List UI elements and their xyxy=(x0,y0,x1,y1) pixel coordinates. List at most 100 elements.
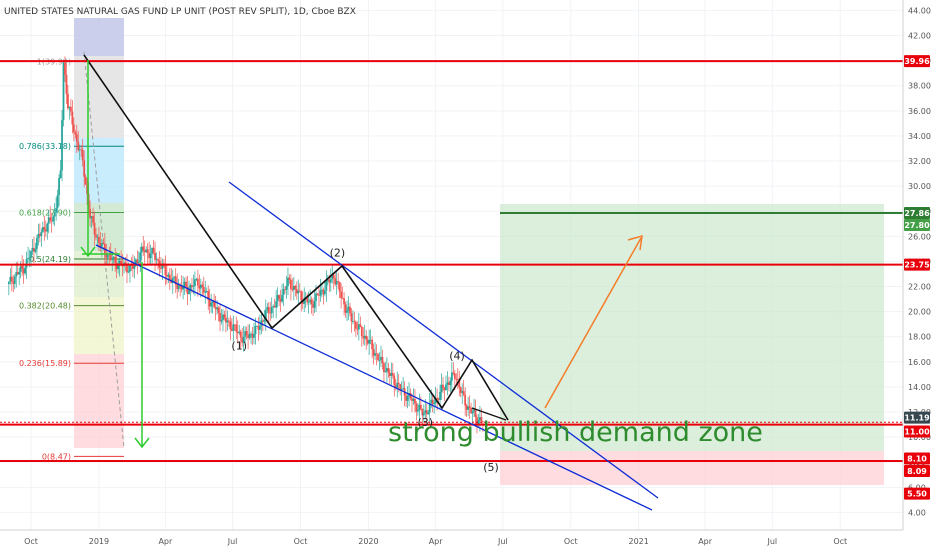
candle-body xyxy=(198,285,201,289)
candle-body xyxy=(315,293,317,301)
candle-body xyxy=(137,262,140,264)
candle-body xyxy=(222,314,224,320)
x-tick-label: Oct xyxy=(564,537,578,546)
candle-body xyxy=(372,349,375,356)
candle-body xyxy=(24,267,27,274)
candle-body xyxy=(359,324,362,327)
candle-body xyxy=(146,249,149,253)
candle-body xyxy=(182,286,185,290)
y-tick-label: 30.00 xyxy=(908,182,931,191)
candle-body xyxy=(254,326,257,334)
candle-body xyxy=(143,250,146,253)
candle-body xyxy=(227,320,230,322)
channel-upper-line xyxy=(228,181,659,499)
candle-body xyxy=(473,409,475,412)
candle-body xyxy=(461,391,464,393)
candle-body xyxy=(434,397,437,404)
x-axis: Oct 2019 Apr Jul Oct 2020 Apr Jul Oct 2021 Apr Jul O… xyxy=(24,537,847,546)
candle-body xyxy=(260,320,263,326)
candle-body xyxy=(226,320,229,323)
candle-body xyxy=(424,410,427,413)
candle-body xyxy=(414,398,416,404)
candle-body xyxy=(176,284,179,289)
candle-body xyxy=(328,279,331,283)
candle-body xyxy=(390,373,393,376)
candle-body xyxy=(409,392,412,399)
candle-body xyxy=(388,372,391,376)
candle-body xyxy=(189,285,192,291)
candle-body xyxy=(405,395,407,401)
candle-body xyxy=(448,382,450,386)
candle-body xyxy=(56,195,59,209)
candle-body xyxy=(152,247,155,253)
fib-label: 0.786(33.18) xyxy=(19,142,71,151)
candle-body xyxy=(365,335,368,340)
candle-body xyxy=(67,93,69,109)
candle-body xyxy=(69,106,72,112)
candle-body xyxy=(232,324,235,331)
candle-body xyxy=(47,217,50,224)
candle-body xyxy=(145,249,148,253)
fib-label: 0(8.47) xyxy=(42,452,71,461)
candle-body xyxy=(346,310,348,313)
candle-body xyxy=(417,409,419,412)
candle-body xyxy=(468,406,471,409)
candle-body xyxy=(188,290,190,295)
candle-body xyxy=(33,247,35,252)
candle-body xyxy=(9,276,12,282)
price-badge-label: 5.50 xyxy=(907,490,927,499)
candle-body xyxy=(127,271,130,273)
candle-body xyxy=(77,141,80,150)
candle-body xyxy=(229,321,232,330)
candle-body xyxy=(431,399,434,405)
candle-body xyxy=(356,328,359,330)
candle-body xyxy=(19,266,22,272)
candle-body xyxy=(397,382,400,385)
candle-body xyxy=(400,389,403,391)
candle-body xyxy=(13,276,16,284)
candle-body xyxy=(109,254,112,260)
candle-body xyxy=(165,275,168,277)
candle-body xyxy=(65,74,68,94)
green-arrowhead-2 xyxy=(134,437,150,449)
candle-body xyxy=(329,279,332,283)
candle-body xyxy=(50,220,53,222)
y-tick-label: 10.00 xyxy=(908,433,931,442)
x-tick-label: Jul xyxy=(227,537,238,546)
bullish-projection-arrow xyxy=(544,237,642,409)
candle-body xyxy=(341,297,344,299)
fib-band-5 xyxy=(74,297,124,354)
fib-label: 0.618(27.90) xyxy=(19,208,71,217)
candle-body xyxy=(261,320,264,322)
candle-body xyxy=(214,307,217,310)
candle-body xyxy=(471,411,474,414)
candle-body xyxy=(349,306,351,314)
candle-body xyxy=(41,227,44,233)
candle-body xyxy=(322,289,325,295)
candle-body xyxy=(134,259,137,264)
candle-body xyxy=(449,380,452,386)
wave-label: (1) xyxy=(231,339,247,352)
y-tick-label: 16.00 xyxy=(908,358,931,367)
price-badge xyxy=(904,55,930,68)
candle-body xyxy=(301,300,304,304)
fib-label: 0.382(20.48) xyxy=(19,302,71,311)
candle-body xyxy=(92,216,94,223)
candle-body xyxy=(465,405,468,410)
candle-body xyxy=(64,62,66,75)
candle-body xyxy=(154,252,156,260)
candle-body xyxy=(321,289,323,291)
candle-body xyxy=(418,404,421,410)
candle-body xyxy=(381,356,384,364)
candle-body xyxy=(89,208,91,219)
candle-body xyxy=(394,385,397,388)
candle-body xyxy=(52,216,55,222)
candle-body xyxy=(422,412,425,416)
candle-body xyxy=(384,371,387,373)
candle-body xyxy=(481,421,484,423)
candle-body xyxy=(95,234,97,238)
candle-body xyxy=(357,324,360,330)
candle-body xyxy=(387,368,390,373)
projection-arrowhead xyxy=(627,234,643,251)
